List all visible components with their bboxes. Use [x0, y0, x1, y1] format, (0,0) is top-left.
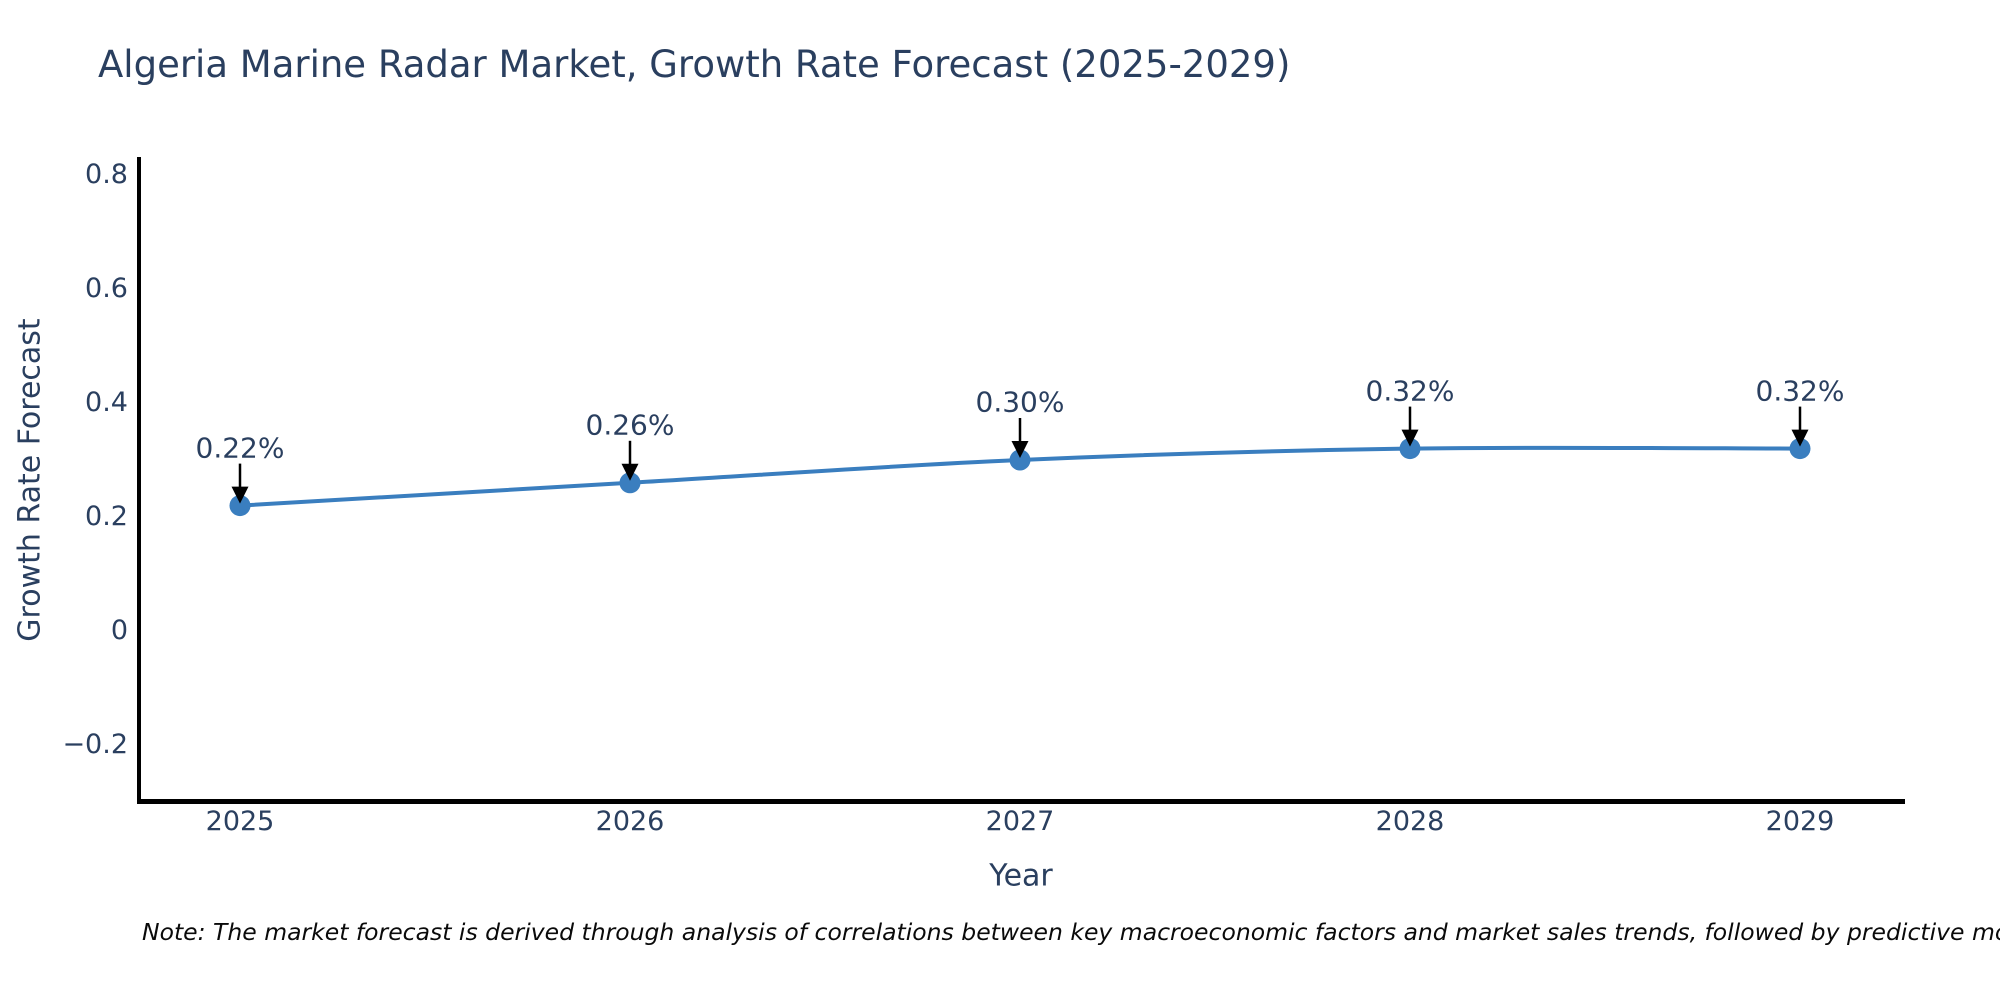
y-tick-label: 0.8 [85, 159, 128, 190]
y-tick-label: 0 [110, 615, 128, 646]
y-tick-label: 0.2 [85, 501, 128, 532]
x-tick-label: 2025 [205, 806, 275, 837]
y-tick-label: 0.4 [85, 387, 128, 418]
data-point-marker [1399, 438, 1421, 460]
footnote: Note: The market forecast is derived thr… [142, 918, 2000, 946]
x-axis-spine [137, 799, 1905, 804]
x-axis-title: Year [989, 858, 1053, 894]
point-value-label: 0.30% [975, 385, 1065, 419]
point-value-label: 0.32% [1755, 374, 1845, 408]
y-tick-label: −0.2 [62, 729, 128, 760]
point-value-label: 0.22% [195, 431, 285, 465]
data-point-marker [619, 472, 641, 494]
y-tick-label: 0.6 [85, 273, 128, 304]
annotation-arrow-group [231, 406, 1809, 504]
data-point-marker [1009, 449, 1031, 471]
chart-title: Algeria Marine Radar Market, Growth Rate… [98, 43, 1291, 86]
data-point-marker [229, 495, 251, 517]
x-tick-label: 2029 [1765, 806, 1835, 837]
annotation-arrow-head [1011, 441, 1029, 458]
annotation-arrow-head [621, 463, 639, 481]
x-tick-label: 2026 [595, 806, 665, 837]
x-tick-label: 2028 [1375, 806, 1445, 837]
point-value-label: 0.26% [585, 408, 675, 442]
marker-group [229, 438, 1811, 517]
y-axis-spine [137, 157, 141, 804]
annotation-arrow-head [231, 486, 249, 504]
data-point-marker [1789, 438, 1811, 460]
x-tick-label: 2027 [985, 806, 1055, 837]
annotation-arrow-head [1791, 429, 1809, 447]
annotation-arrow-head [1401, 429, 1419, 447]
point-value-label: 0.32% [1365, 374, 1455, 408]
